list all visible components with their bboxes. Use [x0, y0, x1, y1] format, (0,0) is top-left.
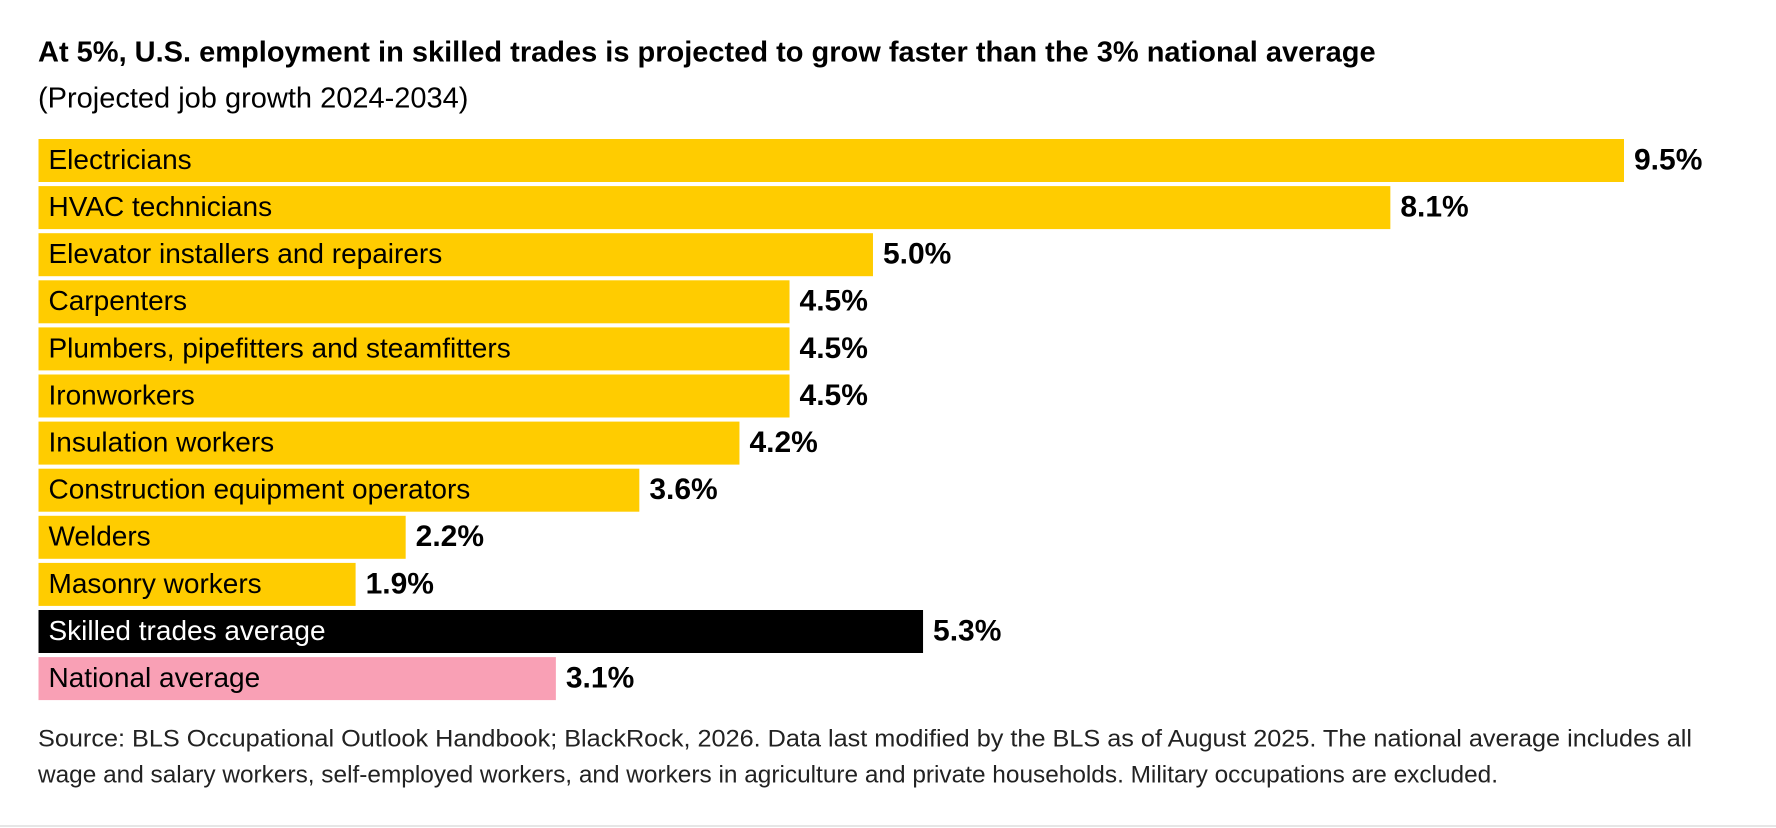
value-label: 5.0% [883, 238, 951, 271]
value-label: 5.3% [933, 614, 1001, 647]
bar [38, 610, 924, 653]
value-label: 1.9% [366, 567, 434, 600]
value-label: 4.5% [800, 332, 868, 365]
bar [38, 327, 790, 371]
category-label: Plumbers, pipefitters and steamfitters [49, 332, 511, 363]
bar [38, 233, 873, 277]
category-label: Elevator installers and repairers [49, 238, 443, 269]
value-label: 3.6% [649, 473, 717, 506]
category-label: Skilled trades average [49, 615, 326, 646]
bar [38, 186, 1391, 230]
source-note: wage and salary workers, self-employed w… [37, 761, 1498, 788]
category-label: HVAC technicians [49, 191, 273, 222]
bar [38, 139, 1624, 182]
category-label: Electricians [49, 144, 192, 175]
bar [38, 280, 790, 324]
category-label: Masonry workers [49, 568, 262, 599]
bar [38, 562, 356, 606]
value-label: 4.2% [749, 426, 817, 459]
bar [38, 468, 640, 512]
value-label: 4.5% [800, 285, 868, 318]
category-label: Welders [49, 521, 151, 552]
chart-subtitle: (Projected job growth 2024-2034) [38, 83, 468, 115]
category-label: Insulation workers [49, 426, 275, 457]
value-label: 9.5% [1634, 143, 1702, 176]
value-label: 3.1% [566, 662, 634, 695]
chart-title: At 5%, U.S. employment in skilled trades… [38, 37, 1376, 69]
category-label: Carpenters [49, 285, 188, 316]
bar [38, 421, 740, 465]
value-label: 4.5% [800, 379, 868, 412]
category-label: Ironworkers [49, 379, 195, 410]
category-label: National average [49, 662, 261, 693]
bar [38, 374, 790, 418]
bar [38, 657, 556, 701]
category-label: Construction equipment operators [49, 474, 471, 505]
source-note: Source: BLS Occupational Outlook Handboo… [38, 725, 1692, 752]
value-label: 2.2% [416, 520, 484, 553]
value-label: 8.1% [1400, 191, 1468, 224]
bar [38, 515, 406, 559]
